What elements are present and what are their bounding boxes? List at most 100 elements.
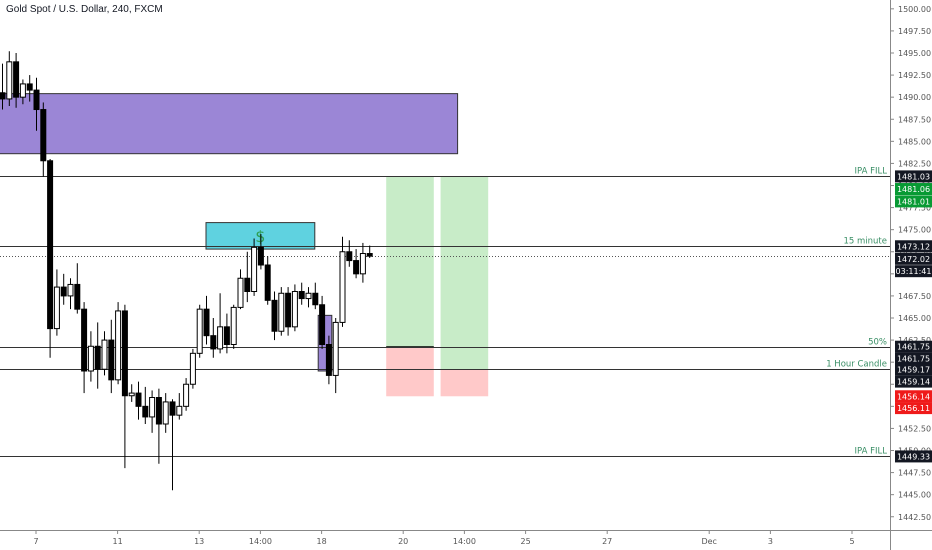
candle <box>169 399 176 491</box>
price-tag-bg <box>895 352 932 365</box>
candle-body <box>128 392 135 397</box>
candle <box>353 249 360 279</box>
y-tick-label: 1465.00 <box>898 314 931 323</box>
price-tag: 1481.03 <box>895 170 932 183</box>
candle <box>74 263 81 314</box>
candle <box>26 75 33 102</box>
candle-body <box>271 299 278 332</box>
y-tick-label: 1485.00 <box>898 137 931 146</box>
price-tag-bg <box>895 183 932 196</box>
price-tag-label: 1456.11 <box>897 404 930 413</box>
price-tag: 03:11:41 <box>895 265 932 278</box>
price-tag: 1473.12 <box>895 240 932 253</box>
candle-body <box>285 292 292 328</box>
candle-body <box>13 61 20 98</box>
candle <box>244 251 251 303</box>
price-tag-label: 1459.17 <box>897 365 930 374</box>
candle-body <box>210 335 217 350</box>
price-tag-bg <box>895 195 932 208</box>
x-tick-label: 7 <box>33 537 38 546</box>
level-label: 15 minute <box>844 237 888 247</box>
candle-body <box>169 401 176 416</box>
candle <box>332 318 339 394</box>
candle <box>81 302 88 394</box>
y-tick-label: 1477.50 <box>898 204 931 213</box>
candle <box>47 159 54 358</box>
position-1-stop-zone <box>386 346 434 397</box>
candle <box>94 322 101 389</box>
candle-body <box>189 352 196 385</box>
candle <box>6 51 13 106</box>
y-tick-label: 1447.50 <box>898 469 931 478</box>
candle <box>142 386 149 424</box>
price-tag-label: 1456.14 <box>897 392 930 401</box>
price-tag-label: 1481.06 <box>897 185 930 194</box>
candle <box>183 378 190 411</box>
price-tag-bg <box>895 252 932 265</box>
candle-body <box>312 292 319 306</box>
candle <box>271 291 278 341</box>
price-tag-label: 1481.01 <box>897 197 930 206</box>
candle-body <box>325 344 332 376</box>
candle <box>19 79 26 105</box>
price-tag-bg <box>895 402 932 415</box>
candle-body <box>244 277 251 292</box>
candle <box>115 302 122 385</box>
price-tag: 1456.11 <box>895 402 932 415</box>
level-label: 1 Hour Candle <box>826 360 887 370</box>
price-tag-label: 1461.75 <box>897 355 930 364</box>
candle <box>128 384 135 402</box>
candle <box>223 313 230 354</box>
candle-body <box>366 253 373 257</box>
candle-body <box>108 339 115 381</box>
candle-body <box>176 405 183 416</box>
candle-body <box>223 326 230 346</box>
candle <box>346 240 353 267</box>
candle <box>33 77 40 131</box>
candle-body <box>332 321 339 376</box>
price-tag-label: 1449.33 <box>897 452 930 461</box>
candle-body <box>74 283 81 310</box>
candle-body <box>264 264 271 301</box>
price-tag-bg <box>895 450 932 463</box>
price-tag-bg <box>895 363 932 376</box>
candle <box>176 393 183 420</box>
x-tick-label: 27 <box>602 537 612 546</box>
candle-body <box>291 291 298 328</box>
candle-body <box>162 401 169 425</box>
price-tag-label: 1481.03 <box>897 172 930 181</box>
x-tick-label: 13 <box>194 537 204 546</box>
price-tag: 1481.06 <box>895 183 932 196</box>
price-tag-label: 1473.12 <box>897 242 930 251</box>
price-tag-bg <box>895 170 932 183</box>
candle <box>40 102 47 177</box>
position-2-stop-zone <box>440 369 489 397</box>
price-tag-bg <box>895 340 932 353</box>
candle <box>210 318 217 358</box>
candle <box>149 390 156 433</box>
candle-body <box>67 283 74 297</box>
y-tick-label: 1497.50 <box>898 27 931 36</box>
candle <box>305 287 312 308</box>
position-1-profit-zone <box>386 176 434 347</box>
candle-body <box>33 89 40 111</box>
price-tag: 1456.14 <box>895 390 932 403</box>
price-tag-bg <box>895 240 932 253</box>
candle-body <box>298 291 305 300</box>
candle-body <box>87 345 94 372</box>
price-tag: 1459.17 <box>895 363 932 376</box>
candle-body <box>257 246 264 266</box>
candle <box>121 304 128 469</box>
candle-body <box>135 392 142 407</box>
candle <box>230 304 237 349</box>
price-tag: 1481.01 <box>895 195 932 208</box>
y-tick-label: 1462.50 <box>898 336 931 345</box>
candle-body <box>0 92 6 100</box>
level-label: IPA FILL <box>855 447 888 457</box>
candle-body <box>237 277 244 308</box>
candle <box>108 319 115 394</box>
candle <box>67 278 74 310</box>
candle-body <box>26 83 33 91</box>
chart-title: Gold Spot / U.S. Dollar, 240, FXCM <box>6 4 163 15</box>
